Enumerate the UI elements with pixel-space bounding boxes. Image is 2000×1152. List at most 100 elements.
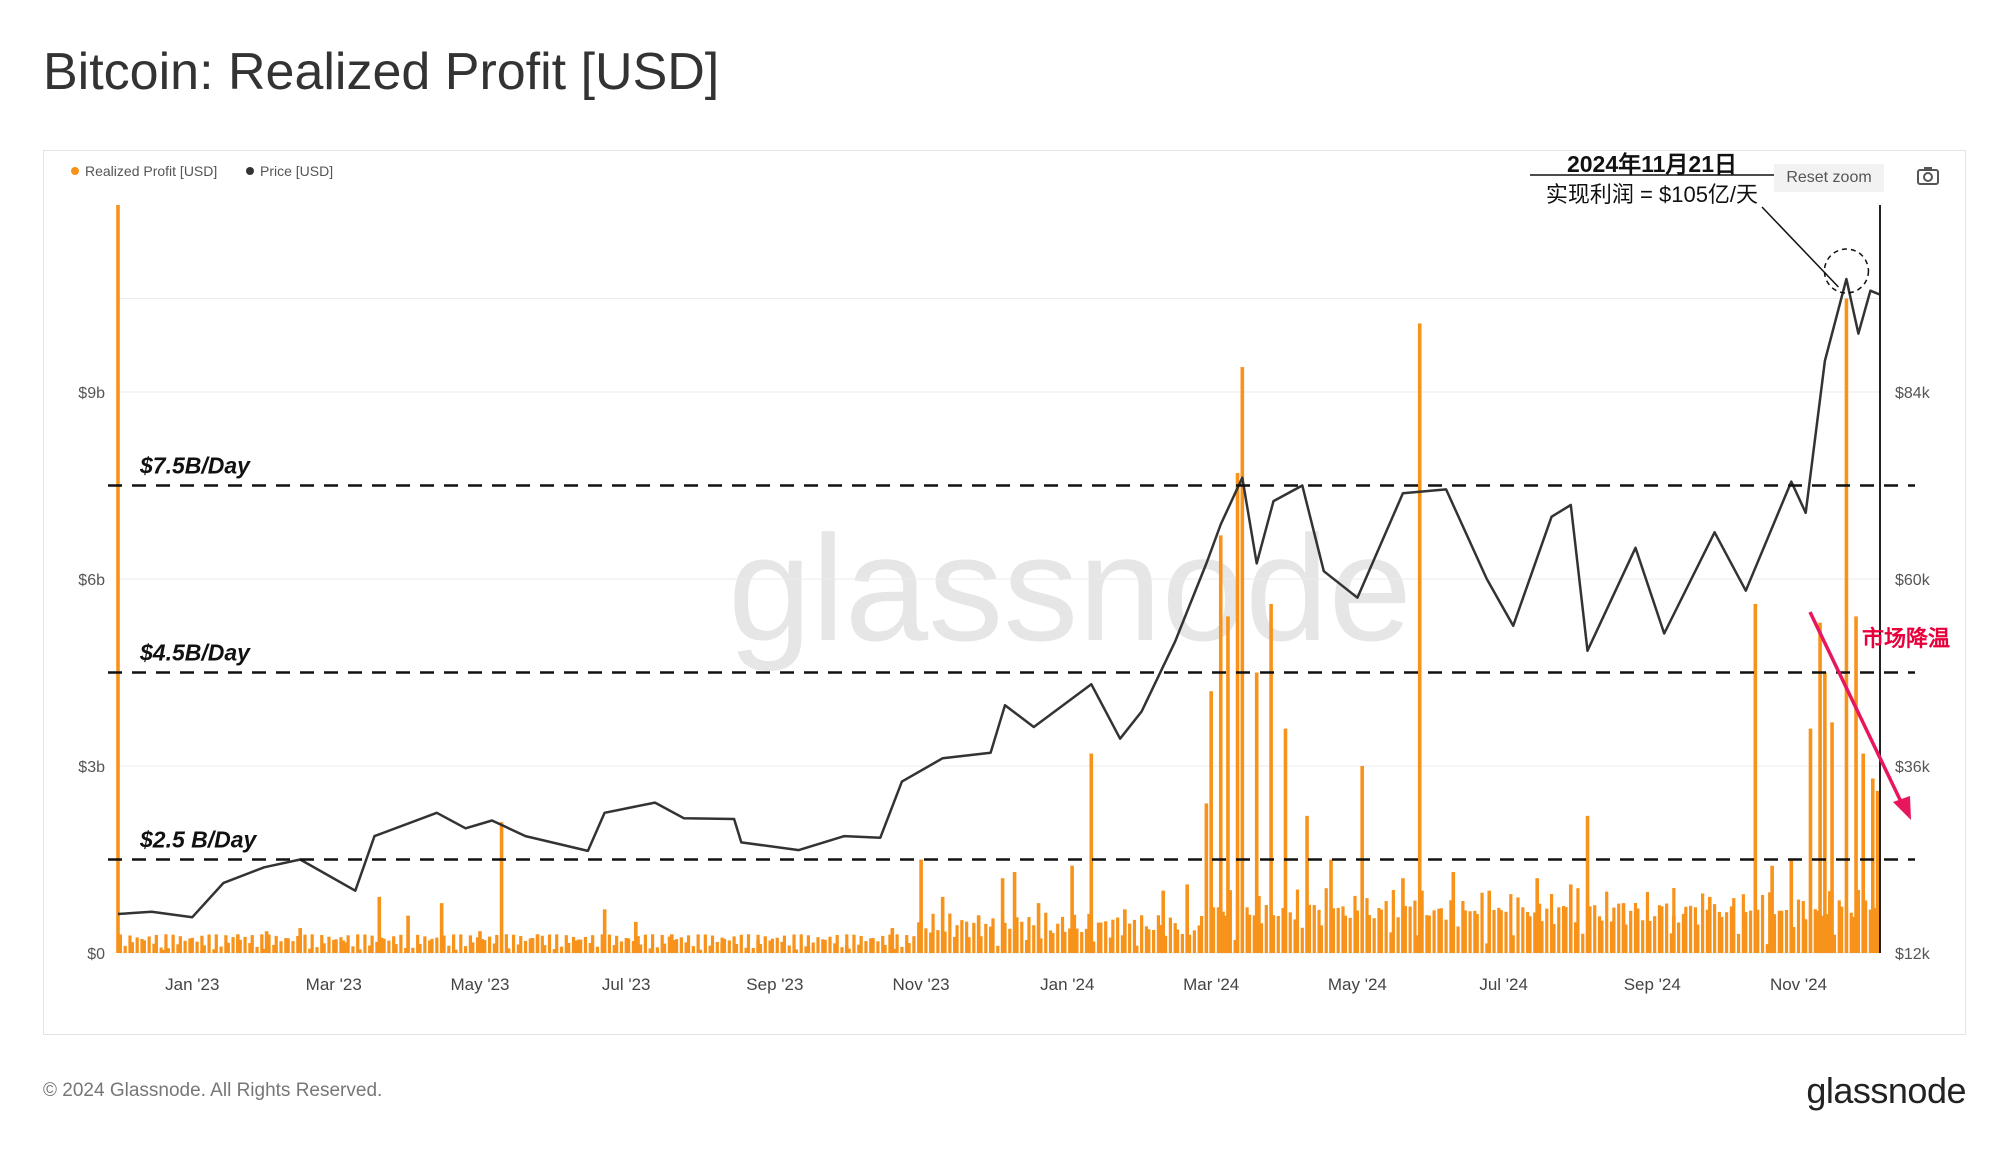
profit-bar-baseline <box>1144 926 1149 953</box>
profit-bar-baseline <box>794 949 799 953</box>
profit-bar-baseline <box>948 913 952 953</box>
profit-bar-baseline <box>531 937 535 953</box>
profit-bar-baseline <box>1221 911 1225 953</box>
profit-bar-baseline <box>1497 907 1501 953</box>
profit-bar-baseline <box>459 934 463 953</box>
profit-bar-baseline <box>1331 908 1336 953</box>
profit-bar-baseline <box>1509 894 1513 953</box>
profit-bar-baseline <box>382 938 386 953</box>
profit-bar <box>602 909 607 953</box>
camera-icon[interactable] <box>1916 166 1940 186</box>
profit-bar-baseline <box>135 937 139 953</box>
x-tick-label: Jan '23 <box>165 975 219 994</box>
profit-bar-baseline <box>1648 921 1652 953</box>
profit-bar-baseline <box>1276 916 1280 953</box>
profit-bar-baseline <box>1264 905 1268 953</box>
profit-bar-baseline <box>627 938 631 953</box>
profit-bar-baseline <box>164 934 168 953</box>
profit-bar <box>200 950 204 953</box>
profit-bar-baseline <box>1485 943 1489 953</box>
profit-bar-baseline <box>447 945 451 953</box>
profit-bar-baseline <box>140 938 144 953</box>
profit-bar-baseline <box>315 947 319 953</box>
profit-bar-baseline <box>1724 912 1729 953</box>
profit-bar-baseline <box>1216 907 1220 953</box>
profit-bar-baseline <box>991 918 995 953</box>
profit-bar-baseline <box>1545 908 1549 953</box>
profit-bar <box>236 934 240 953</box>
profit-bar-baseline <box>1156 915 1161 953</box>
profit-bar <box>634 921 638 953</box>
profit-bar-baseline <box>674 939 679 953</box>
profit-bar <box>1240 367 1245 954</box>
profit-bar-baseline <box>267 934 271 953</box>
profit-bar-baseline <box>1677 922 1681 953</box>
profit-bar-baseline <box>1147 929 1151 953</box>
profit-bar-baseline <box>483 940 487 953</box>
profit-bar-baseline <box>686 935 691 953</box>
profit-bar <box>574 940 578 953</box>
profit-bar <box>1254 672 1259 953</box>
profit-bar-baseline <box>346 935 350 953</box>
profit-bar-baseline <box>650 934 655 953</box>
profit-bar-baseline <box>739 934 743 953</box>
profit-bar-baseline <box>226 942 230 953</box>
profit-bar-baseline <box>768 940 772 953</box>
profit-bar-baseline <box>416 934 420 953</box>
profit-bar-baseline <box>1597 916 1602 953</box>
profit-bar-baseline <box>1549 894 1554 953</box>
profit-bar-baseline <box>464 946 468 953</box>
profit-bar-baseline <box>924 928 928 953</box>
y-right-tick-label: $12k <box>1895 946 1931 963</box>
profit-bar-baseline <box>1521 907 1525 953</box>
profit-bar-baseline <box>662 943 667 953</box>
profit-bar-baseline <box>428 940 432 953</box>
y-right-tick-label: $60k <box>1895 572 1931 589</box>
profit-bar-baseline <box>308 948 312 953</box>
legend-marker-profit <box>71 167 79 175</box>
profit-bar-baseline <box>979 936 983 953</box>
profit-bar-baseline <box>758 944 763 953</box>
profit-bar <box>1871 778 1875 953</box>
profit-bar <box>1487 890 1492 953</box>
profit-bar-baseline <box>1211 907 1216 953</box>
profit-bar-baseline <box>214 934 218 953</box>
profit-bar-baseline <box>1645 891 1650 953</box>
profit-bar-baseline <box>392 936 396 953</box>
profit-bar-baseline <box>1108 937 1113 953</box>
profit-bar-baseline <box>559 946 564 953</box>
profit-bar-baseline <box>435 937 439 953</box>
profit-bar <box>535 934 540 953</box>
peak-highlight-circle <box>1823 248 1870 294</box>
profit-bar-baseline <box>1492 909 1496 953</box>
profit-bar-baseline <box>1116 917 1120 953</box>
profit-bar-baseline <box>1593 905 1597 953</box>
profit-bar-baseline <box>1852 916 1856 953</box>
profit-bar-baseline <box>547 934 552 953</box>
profit-bar-baseline <box>967 937 971 953</box>
profit-bar-baseline <box>418 943 422 953</box>
profit-bar-baseline <box>507 948 511 953</box>
profit-bar-baseline <box>394 944 398 953</box>
profit-bar <box>406 915 410 953</box>
profit-bar-baseline <box>782 935 787 953</box>
profit-bar-baseline <box>188 938 192 953</box>
profit-bar-baseline <box>1087 913 1091 953</box>
profit-bar-baseline <box>1048 930 1053 953</box>
x-tick-label: May '24 <box>1328 975 1387 994</box>
profit-bar-baseline <box>1696 924 1700 953</box>
legend-marker-price <box>246 167 254 175</box>
profit-bar <box>1844 298 1849 953</box>
profit-bar <box>1036 903 1041 953</box>
profit-bar-baseline <box>1588 906 1592 953</box>
profit-bar-baseline <box>471 942 475 953</box>
reset-zoom-button[interactable]: Reset zoom <box>1774 164 1884 192</box>
profit-bar-baseline <box>1367 915 1371 953</box>
profit-bar-baseline <box>639 944 643 953</box>
profit-bar-baseline <box>118 934 122 953</box>
profit-bar-baseline <box>1084 928 1089 953</box>
profit-bar-baseline <box>936 930 940 953</box>
profit-bar <box>1000 878 1005 953</box>
profit-bar <box>1789 859 1794 953</box>
profit-bar-baseline <box>636 936 640 953</box>
